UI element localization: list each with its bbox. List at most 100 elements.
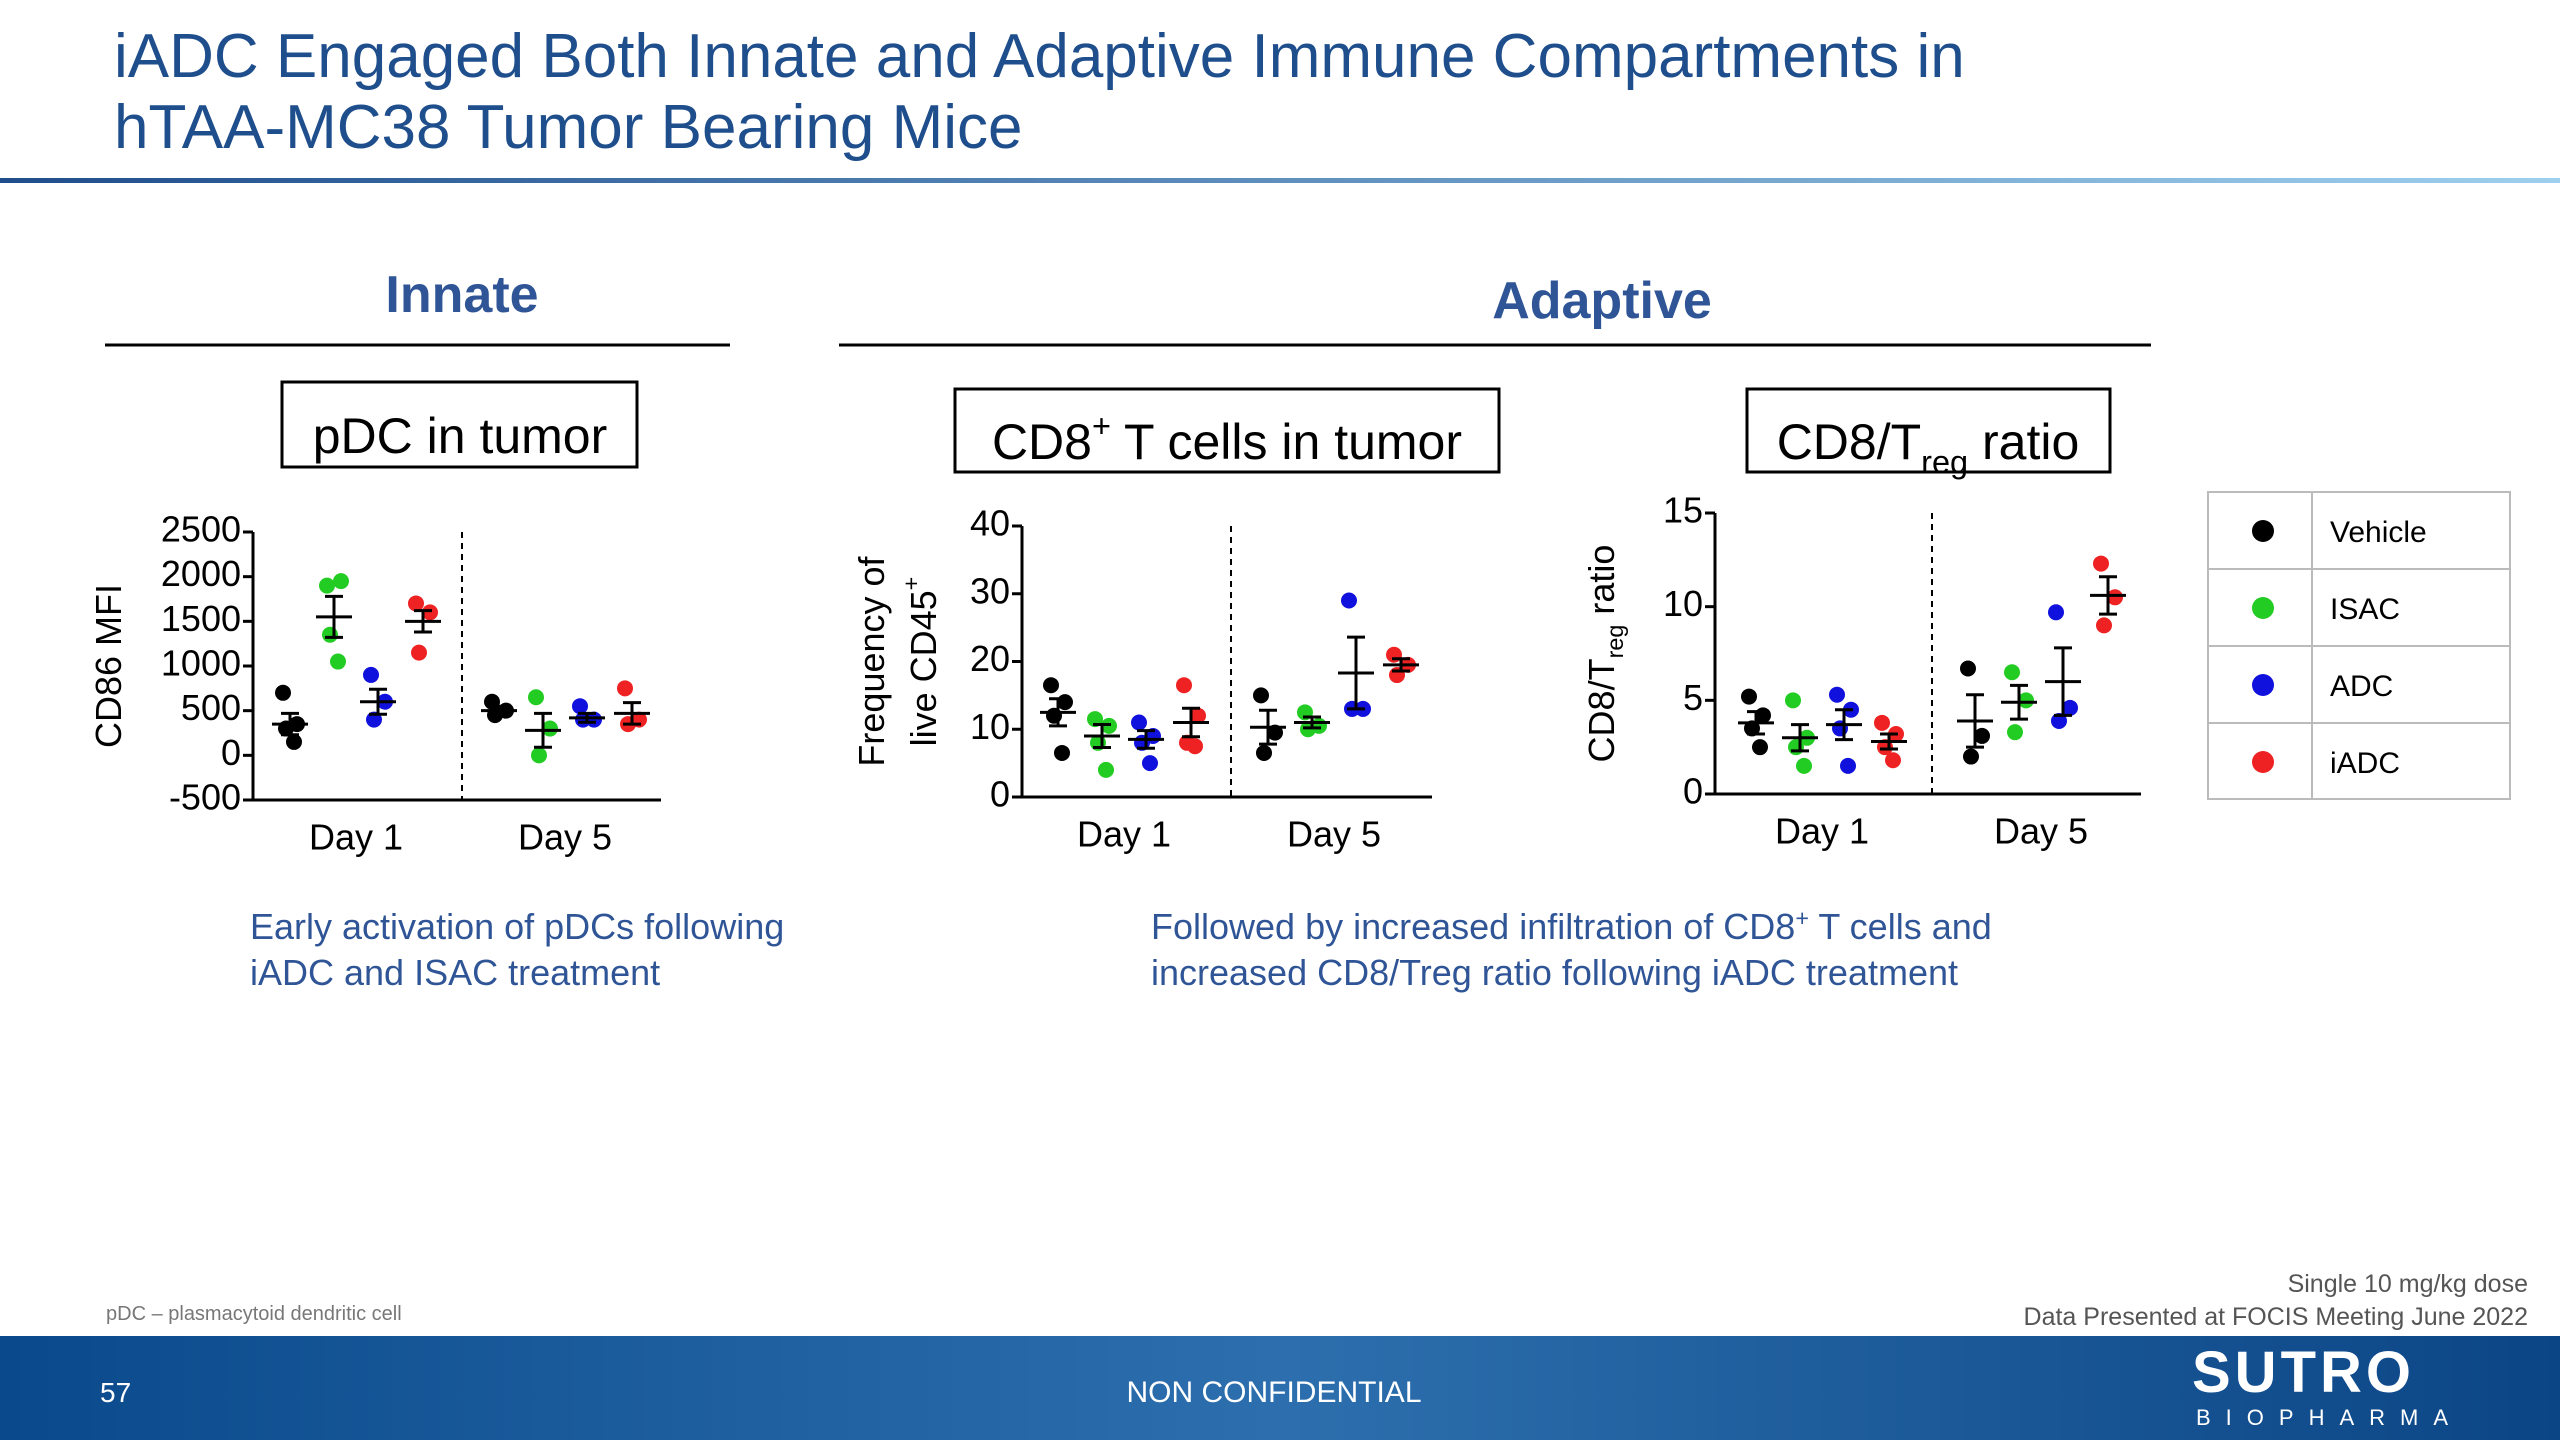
caption: iADC and ISAC treatment — [250, 952, 660, 993]
error-bar — [623, 701, 641, 726]
data-point — [408, 595, 424, 612]
y-tick-label: 10 — [1663, 583, 1703, 624]
data-point — [1187, 738, 1203, 755]
data-point — [1829, 686, 1845, 703]
data-point — [1142, 755, 1158, 772]
error-bar — [534, 711, 552, 749]
y-axis-label: Frequency of — [851, 555, 892, 766]
legend-label: ADC — [2330, 670, 2393, 703]
text-run: increased CD8/Treg ratio following iADC … — [1151, 952, 1958, 993]
x-tick-label: Day 1 — [1775, 811, 1869, 852]
data-point — [330, 653, 346, 670]
y-axis-label: CD8/Treg ratio — [1581, 545, 1629, 763]
note: Data Presented at FOCIS Meeting June 202… — [2024, 1303, 2528, 1331]
text-run: ratio — [1968, 414, 2079, 470]
title-box — [953, 387, 1501, 474]
data-point — [1752, 739, 1768, 756]
y-tick-label: 20 — [970, 638, 1010, 679]
error-bar — [1835, 708, 1853, 742]
error-bar — [281, 711, 299, 737]
text-run: CD86 MFI — [88, 584, 129, 748]
data-point — [1176, 677, 1192, 694]
legend-label: ISAC — [2330, 593, 2400, 626]
data-point — [2107, 589, 2123, 606]
data-point — [422, 604, 438, 621]
caption: increased CD8/Treg ratio following iADC … — [1151, 952, 1958, 993]
y-tick-label: -500 — [169, 777, 241, 818]
error-bar — [2099, 575, 2117, 616]
data-point — [2048, 604, 2064, 621]
y-tick-label: 2000 — [161, 553, 241, 594]
error-bar — [490, 704, 508, 717]
error-bar — [414, 609, 432, 634]
error-bar — [1966, 693, 1984, 749]
x-tick-label: Day 5 — [1994, 811, 2088, 852]
y-tick-label: 10 — [970, 706, 1010, 747]
y-tick-label: 0 — [990, 774, 1010, 815]
data-point — [1960, 660, 1976, 677]
y-tick-label: 5 — [1683, 677, 1703, 718]
y-tick-label: 0 — [1683, 771, 1703, 812]
chart-title: pDC in tumor — [313, 408, 608, 464]
text-run: CD8/T — [1581, 658, 1622, 762]
data-point — [1741, 688, 1757, 705]
legend-swatch — [2252, 751, 2274, 773]
data-point — [528, 689, 544, 706]
y-tick-label: 30 — [970, 570, 1010, 611]
data-point — [1341, 592, 1357, 609]
data-point — [572, 698, 588, 715]
data-point — [1046, 707, 1062, 724]
text-run: pDC in tumor — [313, 408, 608, 464]
data-point — [1785, 692, 1801, 709]
text-run: + — [898, 577, 924, 591]
data-point — [1974, 727, 1990, 744]
error-bar — [1137, 729, 1155, 750]
title-box — [1745, 387, 2112, 474]
y-tick-label: 1500 — [161, 598, 241, 639]
note: Single 10 mg/kg dose — [2288, 1270, 2528, 1298]
data-point — [617, 680, 633, 697]
x-tick-label: Day 1 — [309, 817, 403, 858]
text-run: CD8/T — [1777, 414, 1921, 470]
error-bar — [1791, 723, 1809, 753]
error-bar — [1880, 732, 1898, 751]
data-point — [1389, 667, 1405, 684]
text-run: ratio — [1581, 545, 1622, 625]
legend-label: Vehicle — [2330, 516, 2427, 549]
legend-label: iADC — [2330, 747, 2400, 780]
data-point — [1832, 720, 1848, 737]
footnote: pDC – plasmacytoid dendritic cell — [106, 1303, 402, 1325]
error-bar — [325, 594, 343, 639]
data-point — [2096, 617, 2112, 634]
data-point — [1043, 677, 1059, 694]
y-axis-label: live CD45+ — [898, 577, 943, 747]
title-box — [280, 380, 639, 469]
x-tick-label: Day 5 — [1287, 814, 1381, 855]
data-point — [2062, 699, 2078, 716]
x-tick-label: Day 1 — [1077, 814, 1171, 855]
data-point — [1796, 757, 1812, 774]
text-run: Frequency of — [851, 555, 892, 766]
text-run: T cells and — [1809, 906, 1992, 947]
data-point — [2018, 692, 2034, 709]
caption: Early activation of pDCs following — [250, 906, 784, 947]
data-point — [319, 577, 335, 594]
data-point — [2004, 664, 2020, 681]
data-point — [1788, 739, 1804, 756]
data-point — [1874, 714, 1890, 731]
y-tick-label: 15 — [1663, 490, 1703, 531]
data-point — [2007, 724, 2023, 741]
data-point — [333, 573, 349, 590]
data-point — [1256, 744, 1272, 761]
y-tick-label: 1000 — [161, 643, 241, 684]
chart-title: CD8+ T cells in tumor — [992, 408, 1462, 471]
data-point — [542, 720, 558, 737]
section-head: Innate — [385, 266, 538, 324]
text-run: CD8 — [992, 414, 1092, 470]
error-bar — [1392, 657, 1410, 673]
confidential: NON CONFIDENTIAL — [1126, 1376, 1421, 1409]
data-point — [286, 733, 302, 750]
title-rule — [0, 178, 2560, 183]
data-point — [531, 747, 547, 764]
data-point — [1963, 748, 1979, 765]
